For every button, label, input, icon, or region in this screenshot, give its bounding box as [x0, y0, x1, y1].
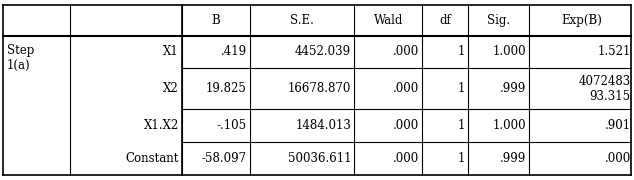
- Text: X1.X2: X1.X2: [143, 119, 179, 132]
- Text: 1.000: 1.000: [493, 45, 526, 58]
- Text: .999: .999: [500, 82, 526, 95]
- Text: 1: 1: [457, 152, 465, 165]
- Text: Sig.: Sig.: [487, 14, 510, 27]
- Text: 1.000: 1.000: [493, 119, 526, 132]
- Text: .000: .000: [393, 45, 419, 58]
- Text: 1: 1: [457, 119, 465, 132]
- Text: 1484.013: 1484.013: [295, 119, 351, 132]
- Text: 50036.611: 50036.611: [288, 152, 351, 165]
- Text: .419: .419: [221, 45, 247, 58]
- Text: -.105: -.105: [216, 119, 247, 132]
- Text: Step
1(a): Step 1(a): [7, 44, 34, 72]
- Text: X2: X2: [163, 82, 179, 95]
- Text: 16678.870: 16678.870: [288, 82, 351, 95]
- Text: -58.097: -58.097: [202, 152, 247, 165]
- Text: 1: 1: [457, 45, 465, 58]
- Text: .999: .999: [500, 152, 526, 165]
- Text: .000: .000: [393, 82, 419, 95]
- Text: Exp(B): Exp(B): [561, 14, 602, 27]
- Text: X1: X1: [163, 45, 179, 58]
- Text: Wald: Wald: [373, 14, 403, 27]
- Text: .000: .000: [393, 152, 419, 165]
- Text: 19.825: 19.825: [206, 82, 247, 95]
- Text: S.E.: S.E.: [290, 14, 314, 27]
- Text: df: df: [439, 14, 451, 27]
- Text: 4072483
93.315: 4072483 93.315: [579, 75, 631, 103]
- Text: .000: .000: [393, 119, 419, 132]
- Text: .901: .901: [605, 119, 631, 132]
- Text: 1.521: 1.521: [597, 45, 631, 58]
- Text: 4452.039: 4452.039: [295, 45, 351, 58]
- Text: Constant: Constant: [126, 152, 179, 165]
- Text: 1: 1: [457, 82, 465, 95]
- Text: .000: .000: [605, 152, 631, 165]
- Text: B: B: [212, 14, 220, 27]
